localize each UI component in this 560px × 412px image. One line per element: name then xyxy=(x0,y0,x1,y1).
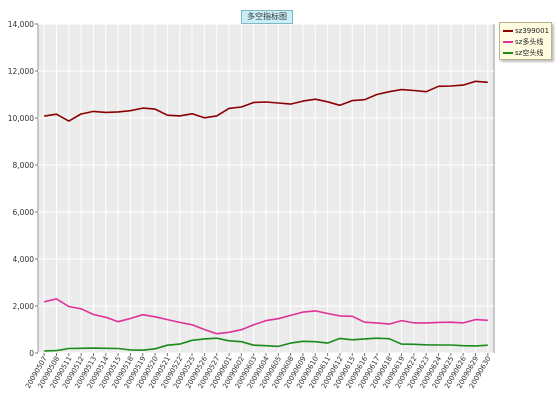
legend-swatch xyxy=(503,30,513,32)
y-tick-label: 6,000 xyxy=(13,208,35,217)
y-tick-label: 4,000 xyxy=(13,255,35,264)
chart-title: 多空指标图 xyxy=(241,10,293,24)
legend-label: sz多头线 xyxy=(515,38,544,46)
y-tick-label: 14,000 xyxy=(8,20,34,29)
legend-item-sz399001: sz399001 xyxy=(503,26,549,36)
series-line-1 xyxy=(44,298,488,335)
y-tick-label: 10,000 xyxy=(8,114,34,123)
series-line-0 xyxy=(44,80,488,122)
legend-item-bear: sz空头线 xyxy=(503,48,543,58)
legend: sz399001 sz多头线 sz空头线 xyxy=(499,22,552,60)
series-line-2 xyxy=(44,337,488,352)
legend-label: sz空头线 xyxy=(515,49,544,57)
legend-swatch xyxy=(503,41,513,43)
y-tick-label: 8,000 xyxy=(13,161,35,170)
y-tick-label: 0 xyxy=(29,349,34,358)
y-tick-label: 12,000 xyxy=(8,67,34,76)
legend-label: sz399001 xyxy=(515,27,550,35)
legend-swatch xyxy=(503,52,513,54)
y-tick-label: 2,000 xyxy=(13,302,35,311)
legend-item-bull: sz多头线 xyxy=(503,37,543,47)
